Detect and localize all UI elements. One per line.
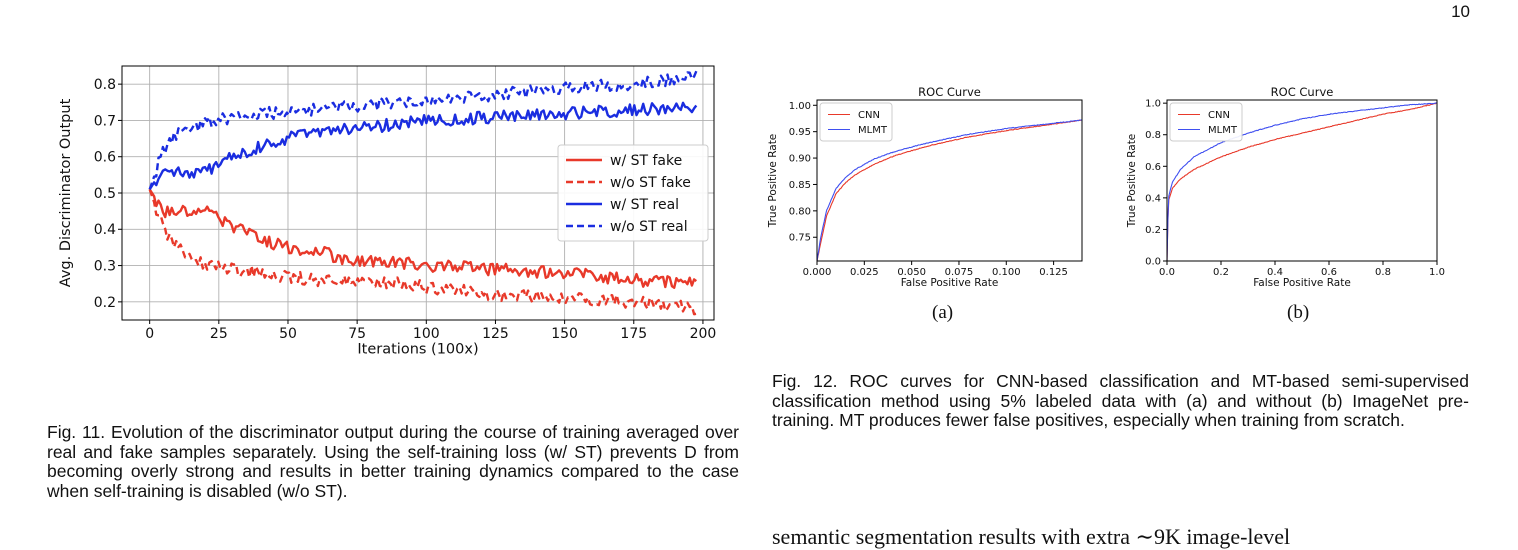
series-line-cnn <box>1166 102 1438 262</box>
x-tick-label: 125 <box>482 326 509 342</box>
legend-box <box>1169 102 1243 142</box>
x-tick-label: 1.0 <box>1429 267 1445 278</box>
page-number: 10 <box>1451 2 1470 21</box>
fig12-caption: Fig. 12. ROC curves for CNN-based classi… <box>772 371 1469 430</box>
y-tick-label: 0.3 <box>94 258 116 274</box>
y-axis-label: True Positive Rate <box>1126 134 1138 229</box>
y-tick-label: 0.8 <box>1145 130 1161 141</box>
y-tick-label: 0.80 <box>789 206 811 217</box>
series-line-w-st-fake <box>148 188 698 289</box>
y-axis-label: Avg. Discriminator Output <box>58 98 74 287</box>
series-line-mlmt <box>1166 102 1437 262</box>
x-tick-label: 175 <box>620 326 647 342</box>
legend-box <box>819 102 893 142</box>
y-tick-label: 0.2 <box>1145 225 1161 236</box>
x-axis-label: False Positive Rate <box>1253 277 1351 289</box>
x-axis-label: False Positive Rate <box>901 277 999 289</box>
fig11-caption: Fig. 11. Evolution of the discriminator … <box>47 422 739 501</box>
series-line-w-st-real <box>148 101 698 191</box>
x-tick-label: 0.2 <box>1213 267 1229 278</box>
x-tick-label: 25 <box>210 326 228 342</box>
y-tick-label: 0.5 <box>94 186 116 202</box>
roc-chart-a: 0.000 0.025 0.050 0.075 0.100 0.125 0.75 0.80 0.… <box>767 85 1083 289</box>
x-tick-label: 0.075 <box>945 267 974 278</box>
x-tick-label: 100 <box>413 326 440 342</box>
x-tick-label: 0.100 <box>992 267 1021 278</box>
subfigure-label-a: (a) <box>932 302 954 323</box>
x-tick-label: 50 <box>279 326 297 342</box>
y-tick-label: 0.4 <box>1145 193 1161 204</box>
x-tick-label: 0.000 <box>803 267 832 278</box>
discriminator-output-chart: 0 25 50 75 100 125 150 175 200 0.2 0.3 0.4 0.5 0.6 0.7… <box>58 65 717 357</box>
x-tick-label: 0.6 <box>1321 267 1337 278</box>
y-tick-label: 0.8 <box>94 77 116 93</box>
y-tick-label: 0.90 <box>789 154 811 165</box>
x-tick-label: 200 <box>690 326 717 342</box>
chart-title: ROC Curve <box>918 85 981 99</box>
y-tick-label: 0.2 <box>94 295 116 311</box>
legend-box <box>557 144 709 242</box>
x-tick-label: 0.025 <box>850 267 879 278</box>
x-tick-label: 0.125 <box>1039 267 1068 278</box>
y-tick-label: 0.4 <box>94 222 116 238</box>
y-tick-label: 1.0 <box>1145 99 1161 110</box>
legend-label: MLMT <box>858 125 888 136</box>
series-line-mlmt <box>816 119 1083 262</box>
y-tick-label: 0.85 <box>789 180 811 191</box>
y-tick-label: 1.00 <box>789 101 811 112</box>
x-tick-label: 150 <box>551 326 578 342</box>
legend-label: CNN <box>1208 110 1230 121</box>
subfigure-label-b: (b) <box>1287 302 1310 323</box>
legend-label: w/o ST real <box>610 219 688 235</box>
legend-label: CNN <box>858 110 880 121</box>
x-tick-label: 0 <box>145 326 154 342</box>
x-tick-label: 0.050 <box>897 267 926 278</box>
y-tick-label: 0.6 <box>1145 162 1161 173</box>
legend-label: w/ ST real <box>610 197 679 213</box>
x-tick-label: 0.8 <box>1375 267 1391 278</box>
series-line-w-o-st-fake <box>148 189 697 316</box>
y-tick-label: 0.75 <box>789 233 811 244</box>
x-axis-label: Iterations (100x) <box>357 341 478 357</box>
roc-chart-b: 0.0 0.2 0.4 0.6 0.8 1.0 0.0 0.2 0.4 0.6 0.8 1.0 ROC … <box>1126 85 1445 289</box>
x-tick-label: 0.0 <box>1159 267 1175 278</box>
legend-label: w/ ST fake <box>610 153 682 169</box>
series-line-w-o-st-real <box>148 70 698 190</box>
plot-frame <box>1166 99 1438 262</box>
y-tick-label: 0.7 <box>94 113 116 129</box>
legend-label: MLMT <box>1208 125 1238 136</box>
y-tick-label: 0.6 <box>94 150 116 166</box>
body-text-line: semantic segmentation results with extra… <box>772 524 1291 549</box>
plot-frame <box>816 99 1083 262</box>
y-axis-label: True Positive Rate <box>767 134 779 229</box>
chart-title: ROC Curve <box>1271 85 1334 99</box>
x-tick-label: 0.4 <box>1267 267 1283 278</box>
y-tick-label: 0.0 <box>1145 257 1161 268</box>
x-tick-label: 75 <box>348 326 366 342</box>
legend-label: w/o ST fake <box>610 175 691 191</box>
series-line-cnn <box>816 119 1082 262</box>
y-tick-label: 0.95 <box>789 127 811 138</box>
